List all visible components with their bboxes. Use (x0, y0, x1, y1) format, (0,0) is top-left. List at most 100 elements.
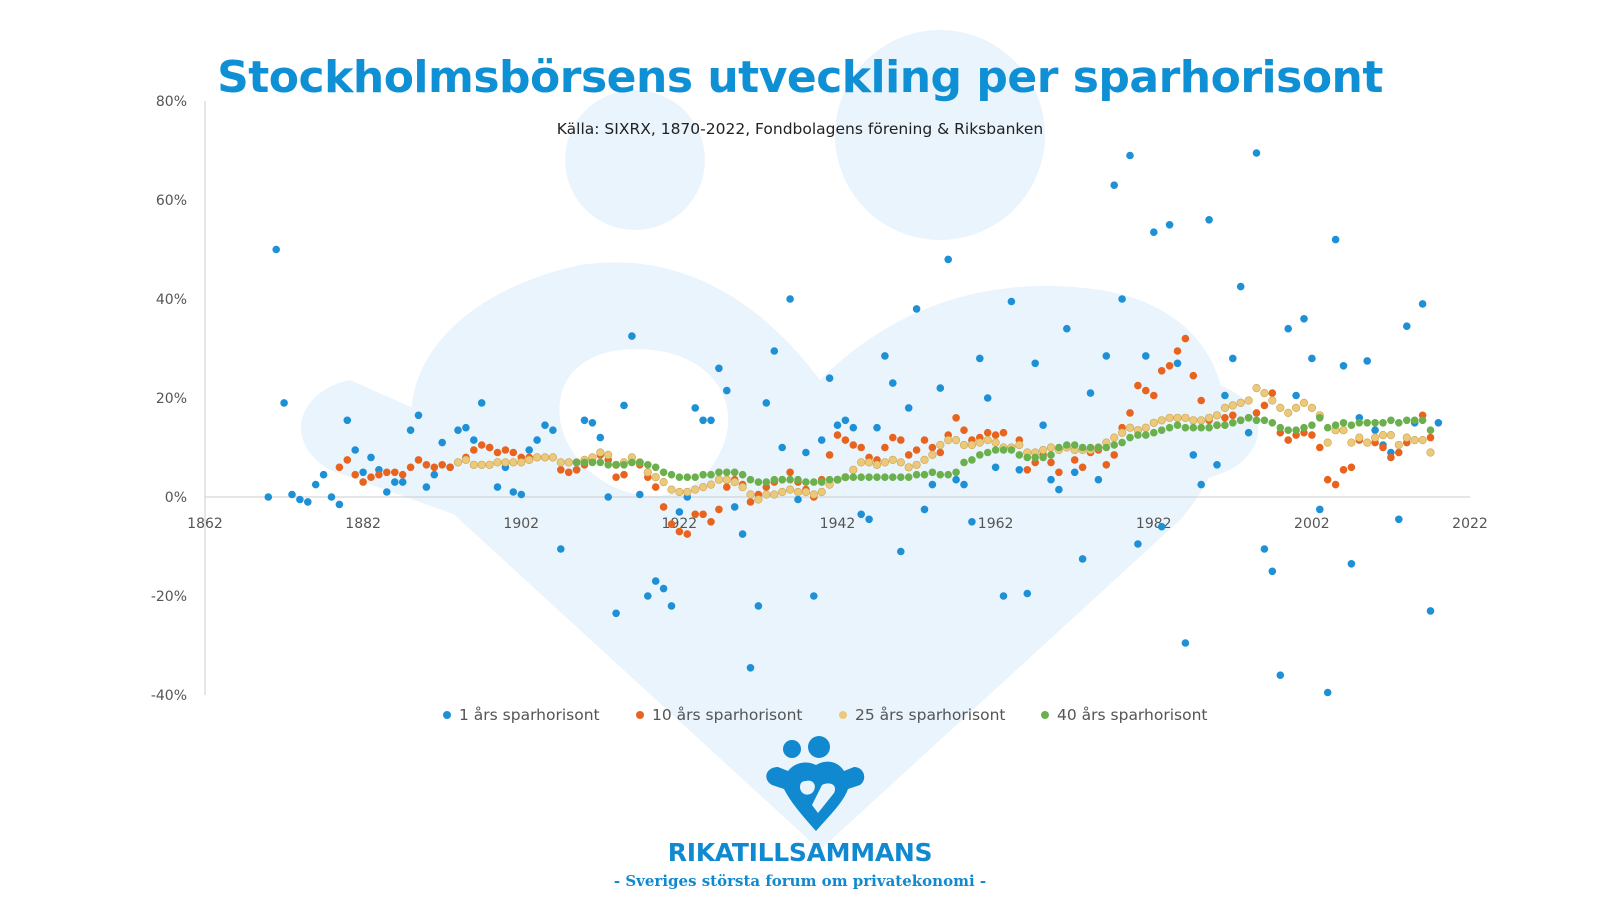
data-point (572, 466, 581, 474)
data-point (1141, 423, 1150, 432)
data-point (1126, 151, 1134, 160)
data-point (1236, 416, 1245, 425)
x-tick-label: 1882 (345, 516, 381, 532)
data-point (1094, 443, 1103, 452)
data-point (1197, 480, 1205, 489)
data-point (699, 470, 707, 479)
data-point (1205, 216, 1213, 224)
data-point (1300, 315, 1308, 323)
data-point (430, 463, 439, 472)
data-point (880, 458, 890, 467)
data-point (1316, 414, 1324, 422)
data-point (841, 436, 850, 444)
data-point (936, 384, 945, 392)
data-point (1070, 468, 1079, 477)
data-point (1418, 436, 1427, 445)
data-point (881, 352, 889, 360)
brand-tagline: - Sveriges största forum om privatekonom… (613, 872, 987, 890)
data-point (778, 487, 787, 497)
data-point (406, 426, 415, 435)
data-point (1284, 426, 1292, 435)
data-point (580, 458, 589, 467)
data-point (801, 487, 811, 497)
data-point (762, 490, 771, 499)
data-point (493, 458, 502, 467)
data-point (1213, 421, 1221, 430)
legend-marker (1041, 711, 1049, 719)
data-point (1031, 453, 1039, 462)
data-point (770, 490, 779, 499)
data-point (1403, 416, 1411, 425)
data-point (976, 354, 984, 363)
data-point (509, 448, 518, 457)
data-point (659, 468, 668, 477)
data-point (1055, 443, 1063, 452)
data-point (288, 490, 296, 499)
data-point (564, 468, 573, 477)
data-point (564, 458, 573, 467)
data-point (1395, 448, 1403, 457)
data-point (462, 423, 470, 432)
data-point (1212, 411, 1222, 420)
data-point (1125, 423, 1135, 432)
data-point (715, 468, 723, 477)
data-point (683, 473, 692, 482)
data-point (1252, 416, 1261, 425)
data-point (272, 245, 281, 254)
data-point (944, 255, 952, 264)
data-point (659, 584, 668, 593)
data-point (422, 483, 431, 491)
data-point (1316, 443, 1324, 452)
data-point (525, 455, 534, 465)
data-point (1189, 371, 1198, 380)
data-point (746, 490, 755, 499)
data-point (675, 508, 684, 516)
data-point (983, 394, 992, 402)
data-point (1197, 416, 1206, 425)
data-point (1347, 421, 1356, 430)
data-point (1339, 466, 1348, 474)
data-point (1173, 347, 1182, 355)
data-point (1134, 540, 1142, 548)
rikatillsammans-logo-icon (766, 736, 865, 831)
data-point (470, 436, 478, 444)
data-point (928, 480, 937, 489)
data-point (928, 443, 937, 452)
data-point (785, 485, 795, 494)
data-point (1339, 362, 1348, 370)
brand-name: RIKATILLSAMMANS (667, 838, 933, 867)
data-point (1070, 456, 1079, 464)
data-point (485, 460, 494, 469)
data-point (802, 448, 810, 457)
y-tick-label: 60% (156, 193, 187, 209)
data-point (643, 468, 652, 477)
data-point (351, 470, 360, 479)
data-point (1015, 466, 1024, 474)
data-point (762, 478, 771, 486)
data-point (904, 451, 913, 459)
data-point (904, 463, 913, 472)
data-point (810, 592, 818, 600)
data-point (841, 473, 850, 482)
data-point (1268, 389, 1277, 397)
data-point (1378, 431, 1388, 440)
data-point (952, 414, 960, 422)
data-point (920, 455, 929, 465)
y-tick-label: 40% (156, 292, 187, 308)
data-point (778, 475, 786, 484)
data-point (976, 451, 984, 459)
data-point (723, 468, 731, 477)
data-point (1434, 419, 1443, 427)
data-point (1229, 419, 1237, 427)
x-tick-label: 1862 (187, 516, 223, 532)
data-point (1086, 443, 1095, 452)
legend-marker (839, 711, 847, 719)
data-point (636, 490, 644, 499)
data-point (952, 468, 960, 477)
data-point (620, 470, 628, 479)
data-point (304, 498, 312, 506)
data-point (548, 453, 558, 462)
data-point (833, 431, 842, 439)
data-point (359, 468, 367, 477)
